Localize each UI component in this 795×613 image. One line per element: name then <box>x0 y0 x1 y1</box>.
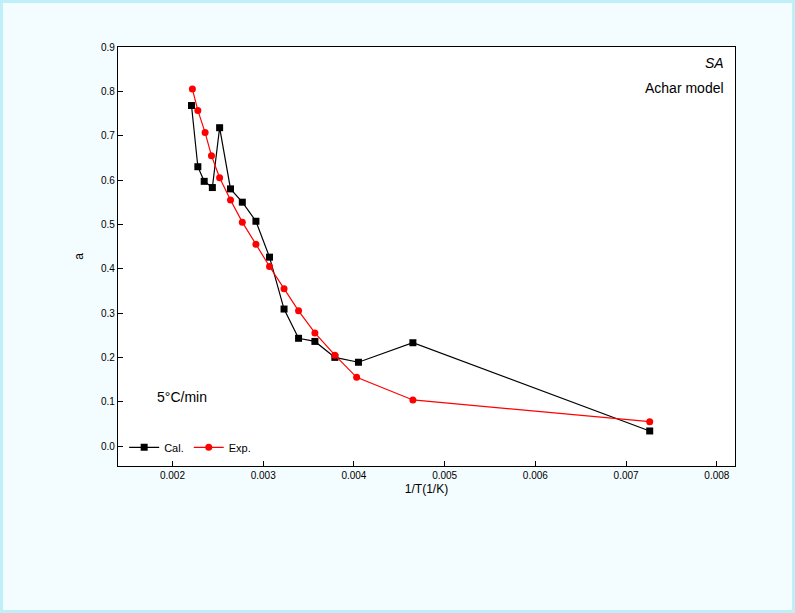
svg-text:0.003: 0.003 <box>251 470 276 481</box>
svg-text:0.9: 0.9 <box>101 42 115 53</box>
svg-text:0.002: 0.002 <box>160 470 185 481</box>
svg-text:0.7: 0.7 <box>101 130 115 141</box>
svg-text:0.3: 0.3 <box>101 308 115 319</box>
svg-text:0.1: 0.1 <box>101 396 115 407</box>
svg-text:0.5: 0.5 <box>101 219 115 230</box>
svg-text:0.6: 0.6 <box>101 175 115 186</box>
svg-text:1/T(1/K): 1/T(1/K) <box>405 482 448 496</box>
svg-text:Achar model: Achar model <box>645 80 724 96</box>
svg-text:0.008: 0.008 <box>704 470 729 481</box>
svg-text:0.006: 0.006 <box>523 470 548 481</box>
svg-text:0.4: 0.4 <box>101 263 115 274</box>
svg-text:0.005: 0.005 <box>432 470 457 481</box>
svg-text:0.007: 0.007 <box>614 470 639 481</box>
svg-text:5°C/min: 5°C/min <box>157 389 207 405</box>
svg-text:0.004: 0.004 <box>341 470 366 481</box>
svg-text:0.0: 0.0 <box>101 441 115 452</box>
svg-text:0.8: 0.8 <box>101 86 115 97</box>
svg-text:Cal.: Cal. <box>164 442 184 454</box>
svg-text:0.2: 0.2 <box>101 352 115 363</box>
svg-text:a: a <box>72 253 86 260</box>
svg-text:SA: SA <box>705 55 724 71</box>
svg-text:Exp.: Exp. <box>229 442 251 454</box>
